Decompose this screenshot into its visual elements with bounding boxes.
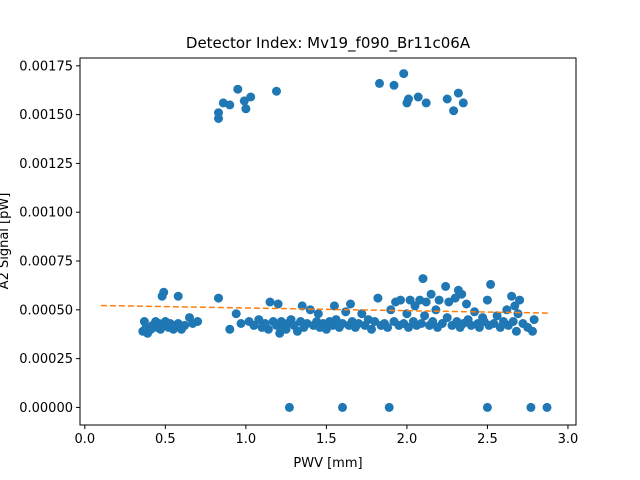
data-point — [413, 92, 423, 102]
data-point — [346, 299, 355, 309]
data-point — [449, 106, 459, 116]
data-point — [426, 289, 436, 299]
data-point — [263, 324, 273, 334]
y-tick-label: 0.00050 — [19, 303, 73, 318]
data-point — [529, 315, 539, 325]
y-tick-label: 0.00000 — [19, 401, 73, 416]
data-point — [486, 279, 496, 289]
data-point — [241, 104, 251, 114]
data-point — [442, 313, 452, 323]
data-point — [513, 309, 523, 319]
data-point — [396, 295, 405, 305]
y-tick-label: 0.00075 — [19, 255, 73, 270]
y-tick-label: 0.00175 — [19, 59, 73, 74]
data-point — [418, 274, 428, 284]
data-point — [159, 287, 169, 297]
y-tick-label: 0.00125 — [19, 157, 73, 172]
data-point — [420, 311, 430, 321]
x-axis-label: PWV [mm] — [293, 456, 362, 471]
data-point — [284, 402, 294, 412]
data-point — [450, 293, 460, 303]
data-point — [431, 305, 441, 315]
data-point — [457, 289, 467, 299]
y-tick-label: 0.00025 — [19, 352, 73, 367]
x-tick-label: 1.0 — [236, 432, 257, 447]
data-point — [231, 309, 241, 319]
data-point — [458, 98, 468, 108]
data-point — [528, 326, 537, 336]
data-point — [437, 319, 447, 328]
data-point — [492, 311, 502, 321]
data-point — [482, 295, 492, 305]
data-point — [329, 301, 339, 311]
data-points — [138, 69, 552, 412]
data-point — [313, 309, 323, 319]
data-point — [193, 317, 203, 326]
data-point — [233, 84, 243, 94]
x-tick-label: 2.5 — [477, 432, 498, 447]
plot-area — [100, 69, 552, 412]
data-point — [526, 402, 536, 412]
data-point — [375, 78, 384, 88]
data-point — [441, 281, 451, 291]
data-point — [246, 92, 256, 102]
x-tick-label: 2.0 — [397, 432, 418, 447]
data-point — [507, 291, 517, 301]
data-point — [180, 320, 190, 330]
data-point — [453, 88, 463, 98]
data-point — [225, 100, 235, 110]
y-tick-label: 0.00150 — [19, 108, 73, 123]
data-point — [357, 309, 367, 319]
data-point — [399, 69, 409, 79]
data-point — [404, 322, 413, 332]
data-point — [462, 299, 471, 309]
data-point — [265, 297, 275, 307]
data-point — [482, 402, 492, 412]
data-point — [416, 319, 426, 328]
data-point — [225, 324, 235, 334]
data-point — [273, 299, 283, 309]
data-point — [383, 322, 393, 332]
data-point — [272, 86, 281, 96]
data-point — [384, 402, 394, 412]
data-point — [214, 114, 223, 123]
data-point — [442, 94, 452, 104]
data-point — [404, 94, 413, 104]
data-point — [214, 293, 223, 303]
data-point — [421, 98, 431, 108]
data-point — [389, 80, 399, 90]
data-point — [341, 307, 351, 317]
data-point — [173, 291, 183, 301]
data-point — [338, 402, 347, 412]
data-point — [511, 326, 521, 336]
x-tick-label: 0.0 — [74, 432, 95, 447]
fit-line — [100, 304, 549, 314]
data-point — [542, 402, 552, 412]
data-point — [236, 319, 246, 328]
x-tick-label: 0.5 — [155, 432, 176, 447]
data-point — [508, 317, 518, 326]
chart-title: Detector Index: Mv19_f090_Br11c06A — [186, 34, 471, 53]
data-point — [434, 295, 444, 305]
x-tick-label: 1.5 — [316, 432, 337, 447]
plot-frame — [79, 57, 577, 426]
y-axis-label: A2 Signal [pW] — [0, 193, 12, 290]
data-point — [421, 297, 431, 307]
data-point — [373, 293, 383, 303]
y-tick-label: 0.00100 — [19, 206, 73, 221]
y-axis: 0.00000 0.00025 0.00050 0.00075 0.00100 0.001… — [19, 59, 80, 416]
data-point — [367, 324, 376, 334]
x-axis: 0.0 0.5 1.0 1.5 2.0 2.5 3.0 — [74, 425, 578, 447]
x-tick-label: 3.0 — [558, 432, 579, 447]
data-point — [515, 295, 525, 305]
